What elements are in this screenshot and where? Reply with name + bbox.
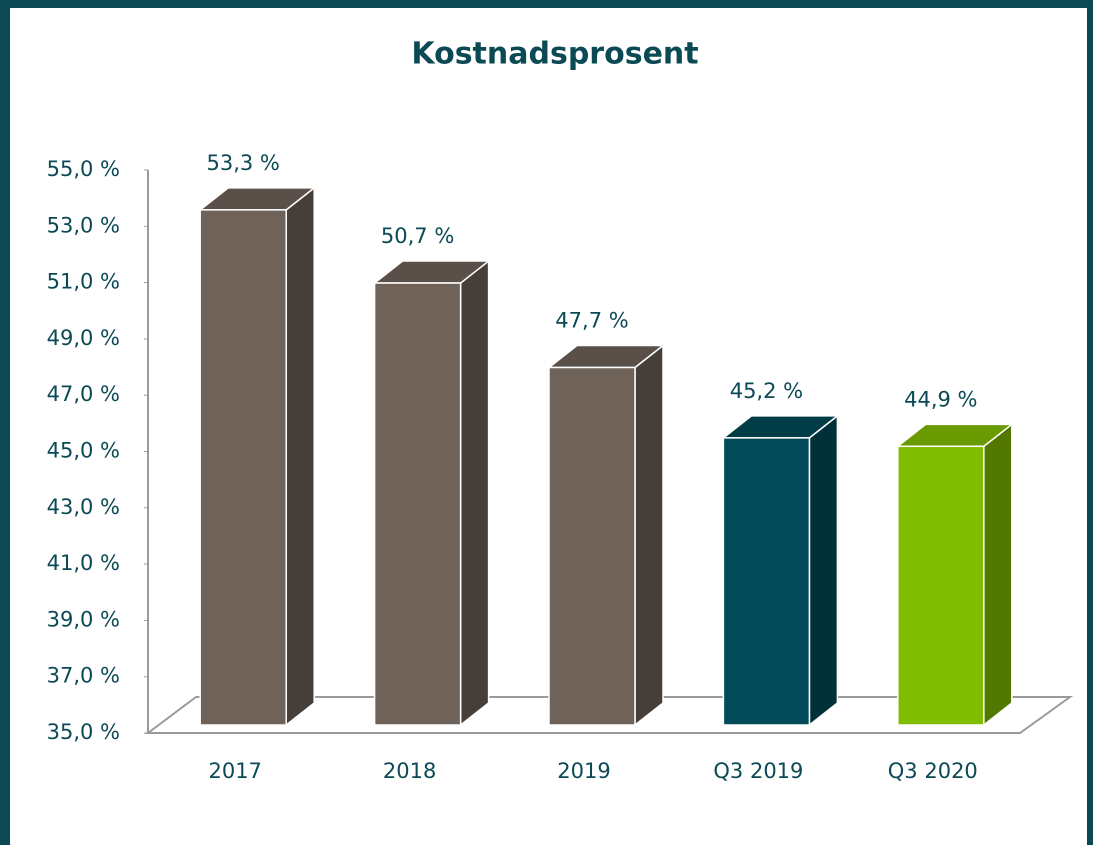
- data-label: 44,9 %: [904, 387, 977, 411]
- x-tick-label: 2017: [208, 759, 261, 783]
- data-label: 47,7 %: [555, 308, 628, 332]
- bar: [548, 366, 636, 726]
- x-tick-label: Q3 2019: [713, 759, 803, 783]
- y-tick-label: 43,0 %: [47, 495, 120, 519]
- bar-side: [808, 414, 839, 727]
- y-tick-label: 37,0 %: [47, 664, 120, 688]
- data-label: 53,3 %: [207, 151, 280, 175]
- bar-side: [634, 343, 664, 727]
- x-tick-label: 2019: [557, 759, 610, 783]
- data-label: 45,2 %: [730, 379, 803, 403]
- bar: [897, 445, 985, 726]
- bar-side: [285, 186, 315, 727]
- data-label: 50,7 %: [381, 224, 454, 248]
- y-tick-label: 35,0 %: [47, 720, 120, 744]
- x-tick-label: 2018: [383, 759, 436, 783]
- y-tick-label: 45,0 %: [47, 439, 120, 463]
- y-tick-label: 41,0 %: [47, 551, 120, 575]
- bar-side: [459, 259, 490, 727]
- bar: [199, 209, 287, 726]
- y-tick-label: 53,0 %: [47, 213, 120, 237]
- y-tick-label: 49,0 %: [47, 326, 120, 350]
- x-tick-label: Q3 2020: [888, 759, 978, 783]
- bar-side: [983, 422, 1013, 727]
- bar: [373, 282, 462, 726]
- bar: [722, 437, 811, 726]
- chart-title: Kostnadsprosent: [411, 37, 698, 72]
- y-tick-label: 55,0 %: [47, 157, 120, 181]
- y-tick-label: 39,0 %: [47, 607, 120, 631]
- y-tick-label: 51,0 %: [47, 270, 120, 294]
- y-tick-label: 47,0 %: [47, 382, 120, 406]
